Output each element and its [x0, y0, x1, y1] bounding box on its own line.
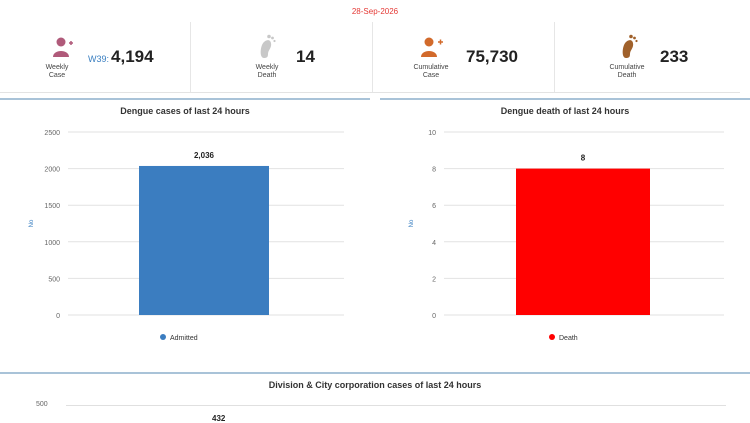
bar: [139, 165, 269, 315]
y-tick-label: 2500: [44, 130, 60, 137]
stat-label: Cumulative Death: [609, 64, 645, 79]
bar: [516, 168, 650, 315]
legend-marker: [549, 334, 555, 340]
week-number: W39:: [88, 54, 110, 64]
stats-bar: Weekly Case W39: 4,194 Weekly Death 14 Cumu…: [0, 22, 740, 93]
left-panel-title: Dengue cases of last 24 hours: [120, 106, 250, 116]
report-date: 28-Sep-2026: [351, 7, 399, 16]
y-tick-label: 2000: [44, 167, 60, 174]
footprint-icon: [622, 34, 638, 58]
y-tick-label: 6: [432, 203, 436, 210]
left-panel-border: [0, 98, 370, 100]
y-axis-label: No: [409, 219, 415, 227]
y-tick-label: 8: [432, 167, 436, 174]
y-tick-label: 1500: [44, 203, 60, 210]
data-label: 2,036: [194, 151, 215, 160]
bottom-panel-border: [0, 372, 750, 374]
stat-weekly-case: Weekly Case W39: 4,194: [0, 22, 191, 92]
bottom-data-label: 432: [212, 414, 226, 423]
person-plus-icon: [421, 37, 443, 57]
deaths-bar-chart: 0 2 4 6 8 10 No 8 Death: [409, 130, 724, 342]
y-tick-label: 0: [56, 313, 60, 320]
stat-label: Cumulative Case: [413, 64, 449, 79]
stat-label: Weekly Case: [45, 64, 69, 79]
y-tick-label: 2: [432, 276, 436, 283]
legend-marker: [160, 334, 166, 340]
y-tick-label: 0: [432, 313, 436, 320]
gridline: [66, 405, 726, 406]
stat-weekly-death: Weekly Death 14: [190, 22, 373, 92]
y-axis-label: No: [29, 219, 35, 227]
footprint-icon: [260, 34, 276, 58]
right-panel-title: Dengue death of last 24 hours: [500, 106, 630, 116]
y-tick-label: 4: [432, 240, 436, 247]
person-plus-icon: [53, 37, 73, 57]
bottom-ytick-label: 500: [36, 401, 48, 408]
stat-value: 75,730: [466, 47, 518, 66]
stat-label: Weekly Death: [255, 64, 279, 79]
stat-value: W39: 4,194: [88, 47, 154, 66]
legend-label: Admitted: [170, 335, 198, 342]
stat-cumulative-case: Cumulative Case 75,730: [372, 22, 555, 92]
cases-bar-chart: 0 500 1000 1500 2000 2500 No 2,036 Admitted: [29, 130, 344, 342]
stat-value: 14: [296, 47, 315, 66]
y-tick-label: 500: [48, 276, 60, 283]
right-panel-border: [380, 98, 750, 100]
bottom-panel-title: Division & City corporation cases of las…: [268, 380, 482, 390]
stat-cumulative-death: Cumulative Death 233: [554, 22, 740, 92]
legend-label: Death: [559, 335, 578, 342]
y-tick-label: 1000: [44, 240, 60, 247]
y-tick-label: 10: [428, 130, 436, 137]
stat-value: 233: [660, 47, 689, 66]
data-label: 8: [581, 154, 586, 163]
